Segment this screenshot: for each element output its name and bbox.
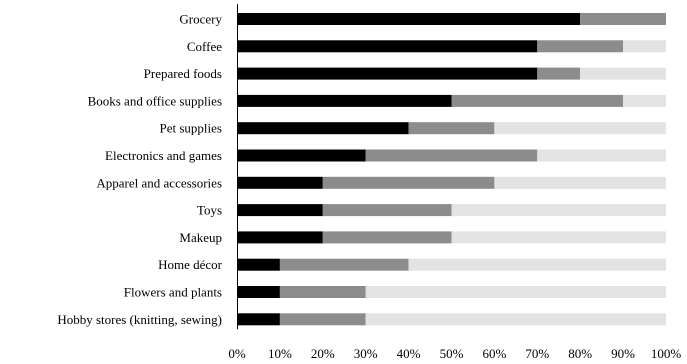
category-label: Hobby stores (knitting, sewing) <box>57 312 222 327</box>
bar-segment-3 <box>494 176 666 189</box>
bar-segment-1 <box>237 176 323 189</box>
category-label: Prepared foods <box>144 66 222 81</box>
bar-segment-3 <box>623 94 666 107</box>
bar-segment-2 <box>322 231 452 244</box>
bars-group <box>237 13 666 326</box>
bar-segment-1 <box>237 40 538 53</box>
bar-segment-2 <box>279 313 366 326</box>
x-tick-label: 0% <box>228 346 246 361</box>
x-tick-label: 100% <box>651 346 682 361</box>
bar-segment-1 <box>237 313 280 326</box>
x-tick-labels: 0% 10% 20% 30% 40% 50% 60% 70% 80% 90% 100% <box>228 346 681 361</box>
category-label: Flowers and plants <box>124 285 222 300</box>
category-label: Apparel and accessories <box>96 175 222 190</box>
bar-segment-2 <box>537 67 581 80</box>
category-label: Coffee <box>187 39 222 54</box>
category-label: Books and office supplies <box>88 93 222 108</box>
bar-segment-2 <box>365 149 538 162</box>
category-labels: Grocery Coffee Prepared foods Books and off… <box>57 12 222 327</box>
bar-segment-3 <box>365 313 666 326</box>
category-label: Electronics and games <box>105 148 222 163</box>
x-tick-label: 60% <box>482 346 506 361</box>
x-tick-label: 50% <box>440 346 464 361</box>
bar-segment-2 <box>537 40 624 53</box>
bar-segment-3 <box>451 204 666 217</box>
category-label: Grocery <box>179 12 222 27</box>
x-tick-label: 20% <box>311 346 335 361</box>
bar-segment-2 <box>279 258 409 271</box>
bar-segment-2 <box>408 122 495 135</box>
bar-segment-2 <box>279 286 366 298</box>
category-label: Makeup <box>179 230 222 245</box>
bar-segment-3 <box>580 67 666 80</box>
category-label: Home décor <box>158 257 223 272</box>
bar-segment-1 <box>237 122 409 135</box>
category-label: Pet supplies <box>160 121 222 136</box>
x-tick-label: 30% <box>354 346 378 361</box>
x-tick-label: 70% <box>525 346 549 361</box>
bar-segment-2 <box>580 13 666 25</box>
bar-segment-1 <box>237 286 280 298</box>
bar-segment-3 <box>623 40 666 53</box>
bar-segment-3 <box>537 149 666 162</box>
bar-segment-2 <box>322 204 452 217</box>
bar-segment-1 <box>237 13 581 25</box>
bar-segment-1 <box>237 258 280 271</box>
x-tick-label: 80% <box>568 346 592 361</box>
bar-segment-1 <box>237 67 538 80</box>
category-label: Toys <box>197 203 222 218</box>
bar-segment-1 <box>237 231 323 244</box>
bar-segment-2 <box>451 94 624 107</box>
x-tick-label: 40% <box>397 346 421 361</box>
bar-segment-1 <box>237 149 366 162</box>
bar-segment-3 <box>451 231 666 244</box>
bar-segment-2 <box>322 176 495 189</box>
bar-segment-3 <box>408 258 666 271</box>
bar-segment-3 <box>494 122 666 135</box>
bar-segment-1 <box>237 204 323 217</box>
x-tick-label: 10% <box>268 346 292 361</box>
bar-segment-1 <box>237 94 452 107</box>
bar-segment-3 <box>365 286 666 298</box>
x-tick-label: 90% <box>611 346 635 361</box>
